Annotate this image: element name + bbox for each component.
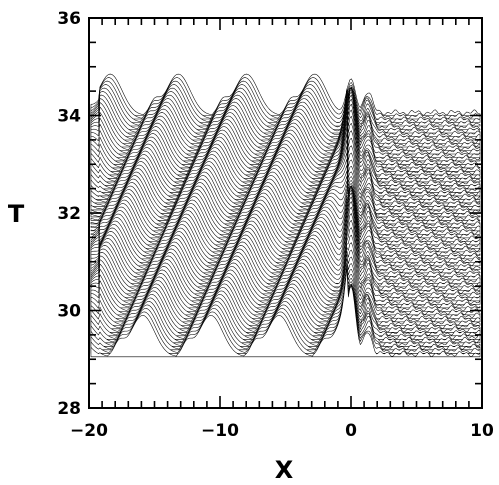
waterfall-trace [90,227,481,288]
x-tick-label: −10 [201,421,239,441]
waterfall-trace [90,220,481,284]
waterfall-trace [90,126,481,200]
x-tick-label: 10 [470,421,494,441]
waterfall-trace [90,139,481,207]
y-axis-tick-labels: 28 30 32 34 36 [57,9,81,419]
waterfall-trace [90,266,481,347]
waterfall-trace [90,107,481,186]
waterfall-trace [90,88,481,134]
y-tick-label: 34 [57,107,81,127]
waterfall-trace [90,103,481,183]
y-tick-label: 32 [57,204,81,224]
y-axis-label: T [8,200,25,228]
x-tick-label: −20 [70,421,108,441]
waterfall-trace [90,132,481,204]
y-axis-ticks [89,17,482,409]
x-axis-ticks [88,18,483,408]
waterfall-trace [90,98,481,176]
x-axis-tick-labels: −20 −10 0 10 [70,421,494,441]
waterfall-trace [90,234,481,291]
x-tick-label: 0 [345,421,357,441]
x-axis-label: X [275,456,294,484]
waterfall-trace [90,101,481,179]
waterfall-trace [90,115,481,193]
waterfall-trace [90,97,481,172]
waterfall-trace [90,111,481,190]
waterfall-trace [90,268,481,358]
plot-area [90,73,481,358]
y-tick-label: 36 [57,9,81,29]
y-tick-label: 30 [57,302,81,322]
y-tick-label: 28 [57,399,81,419]
